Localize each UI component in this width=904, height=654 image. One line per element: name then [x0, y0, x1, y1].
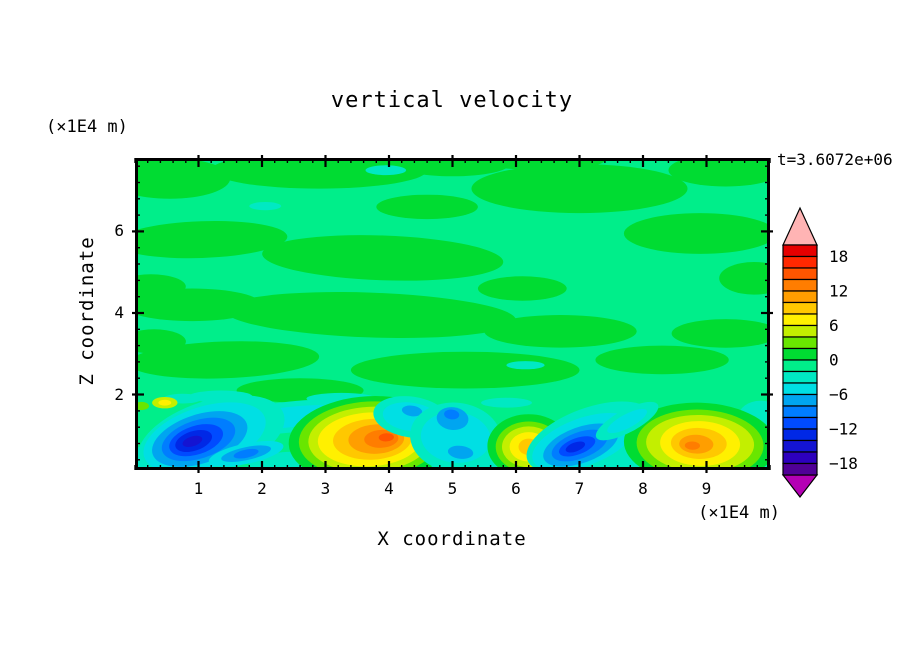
- green-patch: [471, 164, 688, 214]
- colorbar-segment: [782, 313, 818, 327]
- colorbar-segment: [782, 324, 818, 338]
- z-tick-label: 2: [114, 384, 124, 404]
- z-tick-label: 4: [114, 302, 124, 322]
- colorbar-tick-label: −18: [829, 454, 858, 473]
- lime-speck-left-edge: [135, 401, 149, 411]
- x-tick-label: 6: [511, 479, 521, 498]
- green-patch: [671, 319, 770, 348]
- colorbar-over-arrow: [782, 206, 818, 246]
- green-patch: [135, 288, 262, 322]
- green-patch: [595, 345, 729, 375]
- x-tick-label: 5: [447, 479, 458, 498]
- colorbar-tick-label: 0: [829, 351, 839, 370]
- colorbar-tick-label: 12: [829, 282, 848, 301]
- vortex-left-tail: [208, 440, 284, 467]
- colorbar-segment: [782, 462, 818, 476]
- neg-patch: [506, 361, 545, 370]
- green-patch: [211, 158, 428, 189]
- x-tick-label: 4: [384, 479, 394, 498]
- x-axis-units: (×1E4 m): [698, 503, 780, 523]
- green-patch: [668, 158, 770, 187]
- colorbar-segment: [782, 290, 818, 304]
- colorbar-segment: [782, 439, 818, 453]
- colorbar: 18 12 6 0 −6 −12 −18: [781, 206, 858, 498]
- green-patch: [262, 235, 504, 281]
- colorbar-tick-label: −12: [829, 420, 858, 439]
- colorbar-segment: [782, 382, 818, 396]
- colorbar-segment: [782, 451, 818, 465]
- green-patch: [484, 315, 637, 348]
- green-patch: [477, 158, 605, 171]
- x-tick-label: 8: [638, 479, 648, 498]
- updraft-right: [623, 402, 770, 470]
- green-patch: [135, 220, 288, 259]
- contour-plot: [132, 155, 773, 473]
- x-tick-label: 2: [257, 479, 267, 498]
- colorbar-segment: [782, 393, 818, 407]
- x-tick-label: 7: [574, 479, 585, 498]
- plot-title: vertical velocity: [330, 88, 574, 113]
- cyan-arm-right: [595, 401, 659, 441]
- colorbar-tick-label: 18: [829, 247, 848, 266]
- colorbar-tick-label: 6: [829, 316, 839, 335]
- green-patch: [135, 329, 186, 354]
- colorbar-segment: [782, 416, 818, 430]
- x-tick-label: 3: [320, 479, 331, 498]
- colorbar-segment: [782, 428, 818, 442]
- colorbar-segment: [782, 347, 818, 361]
- time-label: t=3.6072e+06: [777, 150, 893, 169]
- x-axis-label: X coordinate: [377, 528, 527, 550]
- colorbar-segment: [782, 405, 818, 419]
- colorbar-segment: [782, 336, 818, 350]
- green-patch: [135, 158, 231, 199]
- x-tick-label: 1: [193, 479, 204, 498]
- cyan-patch-mid: [410, 402, 502, 470]
- colorbar-segment: [782, 267, 818, 281]
- z-tick-label: 6: [114, 221, 124, 241]
- z-axis-units: (×1E4 m): [46, 117, 128, 137]
- green-patch: [623, 213, 770, 254]
- green-patch: [376, 194, 478, 220]
- colorbar-segment: [782, 244, 818, 258]
- updraft-speck-topleft: [152, 397, 178, 409]
- green-patch: [350, 351, 580, 389]
- colorbar-segment: [782, 370, 818, 384]
- colorbar-tick-label: −6: [829, 385, 848, 404]
- colorbar-segment: [782, 301, 818, 315]
- plot-frame: [135, 158, 770, 470]
- green-patch: [719, 262, 770, 295]
- green-patch: [477, 276, 567, 301]
- colorbar-segment: [782, 255, 818, 269]
- neg-patch: [249, 202, 282, 211]
- neg-patch: [481, 397, 532, 408]
- colorbar-segment: [782, 359, 818, 373]
- colorbar-segment: [782, 278, 818, 292]
- neg-patch: [365, 165, 407, 176]
- colorbar-under-arrow: [781, 474, 819, 498]
- green-patch: [223, 292, 516, 338]
- x-tick-label: 9: [701, 479, 712, 498]
- green-patch: [135, 341, 320, 379]
